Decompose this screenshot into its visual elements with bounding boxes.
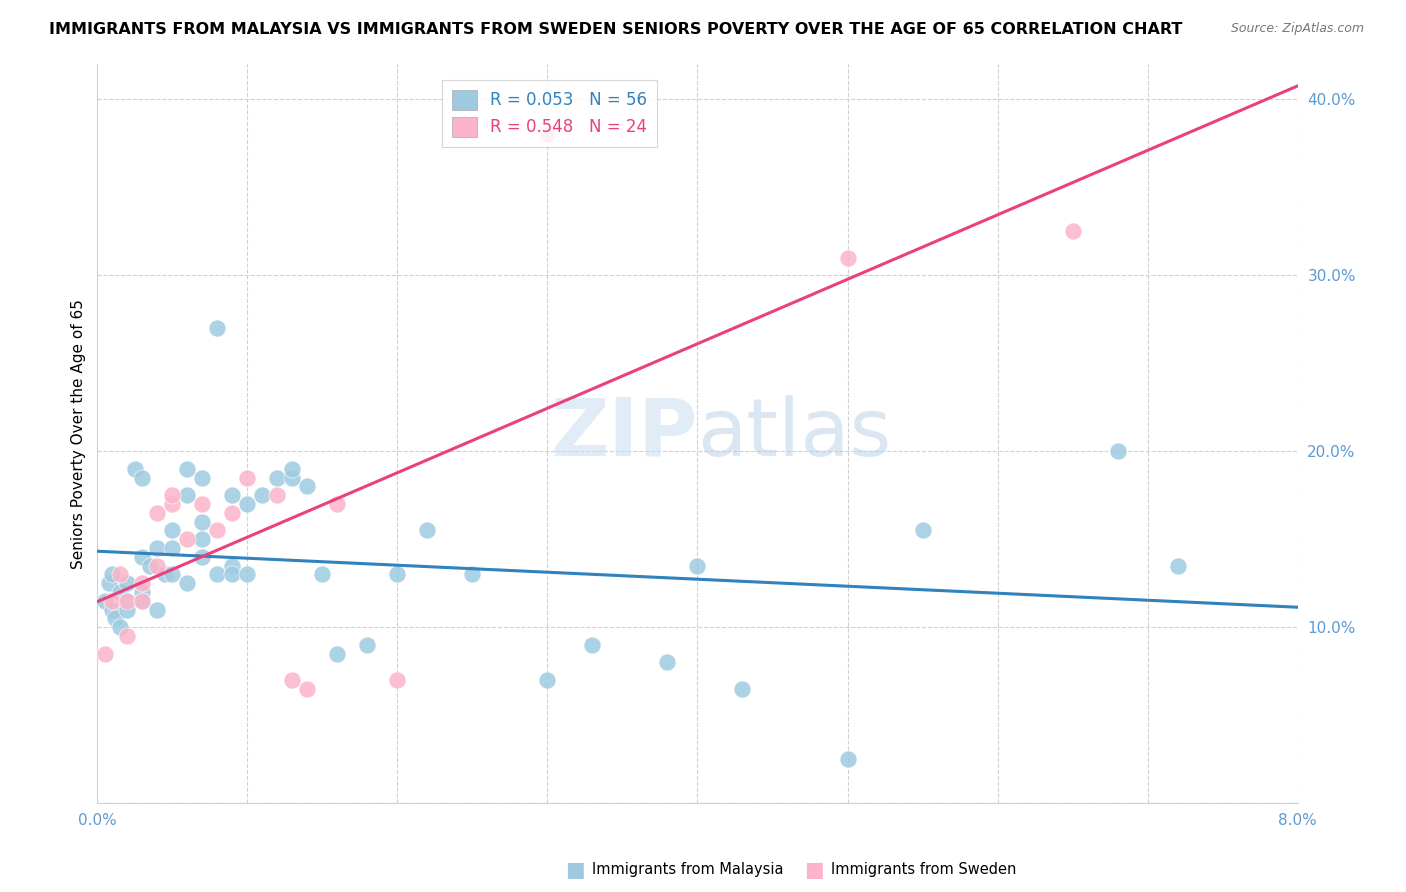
Point	[139, 558, 162, 573]
Text: Immigrants from Sweden: Immigrants from Sweden	[831, 863, 1017, 877]
Point	[236, 567, 259, 582]
Point	[297, 479, 319, 493]
Point	[146, 541, 169, 555]
Point	[281, 673, 304, 687]
Point	[108, 567, 131, 582]
Point	[176, 576, 198, 591]
Point	[131, 576, 153, 591]
Point	[387, 567, 409, 582]
Point	[153, 567, 176, 582]
Y-axis label: Seniors Poverty Over the Age of 65: Seniors Poverty Over the Age of 65	[72, 299, 86, 568]
Point	[1167, 558, 1189, 573]
Point	[162, 524, 184, 538]
Point	[191, 549, 214, 564]
Point	[221, 567, 243, 582]
Point	[191, 515, 214, 529]
Point	[266, 488, 288, 502]
Point	[117, 602, 139, 616]
Point	[311, 567, 333, 582]
Point	[911, 524, 934, 538]
Point	[117, 629, 139, 643]
Point	[131, 585, 153, 599]
Point	[176, 462, 198, 476]
Point	[387, 673, 409, 687]
Point	[252, 488, 274, 502]
Text: ■: ■	[804, 860, 824, 880]
Point	[104, 611, 127, 625]
Point	[101, 567, 124, 582]
Point	[281, 462, 304, 476]
Point	[536, 673, 558, 687]
Point	[94, 647, 117, 661]
Point	[1107, 444, 1129, 458]
Text: atlas: atlas	[697, 394, 891, 473]
Point	[281, 470, 304, 484]
Point	[117, 576, 139, 591]
Point	[146, 558, 169, 573]
Point	[176, 533, 198, 547]
Text: Immigrants from Malaysia: Immigrants from Malaysia	[592, 863, 783, 877]
Point	[162, 541, 184, 555]
Point	[326, 647, 349, 661]
Point	[837, 752, 859, 766]
Point	[162, 497, 184, 511]
Legend: R = 0.053   N = 56, R = 0.548   N = 24: R = 0.053 N = 56, R = 0.548 N = 24	[441, 79, 657, 147]
Point	[837, 251, 859, 265]
Point	[536, 128, 558, 142]
Text: IMMIGRANTS FROM MALAYSIA VS IMMIGRANTS FROM SWEDEN SENIORS POVERTY OVER THE AGE : IMMIGRANTS FROM MALAYSIA VS IMMIGRANTS F…	[49, 22, 1182, 37]
Point	[207, 321, 229, 335]
Point	[124, 462, 146, 476]
Point	[146, 506, 169, 520]
Point	[117, 594, 139, 608]
Point	[297, 681, 319, 696]
Point	[326, 497, 349, 511]
Point	[266, 470, 288, 484]
Point	[207, 524, 229, 538]
Point	[117, 594, 139, 608]
Point	[108, 620, 131, 634]
Point	[191, 533, 214, 547]
Point	[657, 656, 679, 670]
Point	[108, 585, 131, 599]
Text: ZIP: ZIP	[550, 394, 697, 473]
Point	[686, 558, 709, 573]
Point	[207, 567, 229, 582]
Point	[162, 488, 184, 502]
Point	[731, 681, 754, 696]
Point	[236, 497, 259, 511]
Point	[416, 524, 439, 538]
Text: Source: ZipAtlas.com: Source: ZipAtlas.com	[1230, 22, 1364, 36]
Point	[101, 594, 124, 608]
Text: ■: ■	[565, 860, 585, 880]
Point	[131, 594, 153, 608]
Point	[581, 638, 603, 652]
Point	[101, 602, 124, 616]
Point	[221, 488, 243, 502]
Point	[221, 558, 243, 573]
Point	[162, 567, 184, 582]
Point	[94, 594, 117, 608]
Point	[146, 602, 169, 616]
Point	[461, 567, 484, 582]
Point	[98, 576, 121, 591]
Point	[131, 470, 153, 484]
Point	[236, 470, 259, 484]
Point	[191, 497, 214, 511]
Point	[1062, 224, 1084, 238]
Point	[131, 594, 153, 608]
Point	[131, 549, 153, 564]
Point	[356, 638, 378, 652]
Point	[221, 506, 243, 520]
Point	[176, 488, 198, 502]
Point	[191, 470, 214, 484]
